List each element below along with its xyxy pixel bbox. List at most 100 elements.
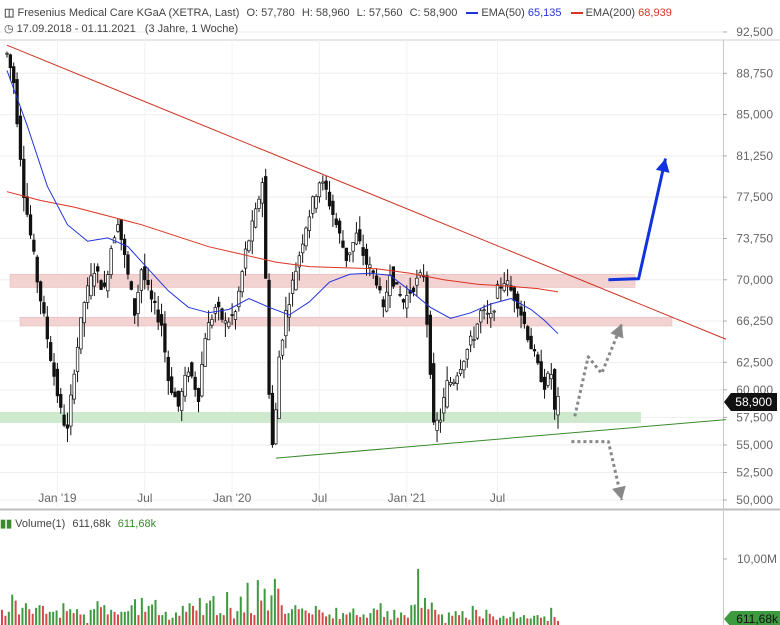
candle-body bbox=[243, 248, 248, 269]
volume-bar bbox=[157, 615, 160, 625]
volume-bar bbox=[454, 611, 457, 625]
candle-body bbox=[153, 300, 157, 304]
candle-body bbox=[106, 274, 110, 292]
candle-body bbox=[52, 362, 56, 377]
candle-body bbox=[253, 208, 258, 228]
time-tick-label: Jul bbox=[137, 491, 152, 505]
volume-bar bbox=[342, 613, 345, 625]
candle-body bbox=[354, 232, 359, 245]
candle-body bbox=[398, 294, 402, 296]
volume-bar bbox=[488, 613, 491, 625]
volume-bar bbox=[144, 611, 147, 625]
ema50-swatch bbox=[466, 12, 479, 15]
candle-body bbox=[79, 317, 83, 350]
chart-header: ◫ Fresenius Medical Care KGaA (XETRA, La… bbox=[0, 0, 780, 38]
volume-bar bbox=[181, 605, 184, 625]
candle-body bbox=[472, 339, 476, 341]
volume-bar bbox=[103, 605, 106, 625]
ema50-value: 65,135 bbox=[527, 7, 562, 19]
candle-body bbox=[304, 227, 308, 247]
candle-body bbox=[512, 287, 516, 302]
volume-bar bbox=[1, 609, 3, 625]
volume-bar bbox=[543, 616, 546, 625]
instrument-title: Fresenius Medical Care KGaA (XETRA, Last… bbox=[17, 7, 240, 19]
candle-body bbox=[509, 285, 513, 291]
ema-lines bbox=[6, 70, 559, 335]
candle-body bbox=[458, 369, 463, 374]
volume-bar bbox=[355, 615, 358, 625]
candle-body bbox=[116, 224, 120, 232]
volume-value: 611,68k bbox=[72, 518, 111, 530]
volume-bar bbox=[270, 595, 273, 625]
candle-body bbox=[341, 240, 345, 248]
candle-body bbox=[55, 368, 60, 397]
candle-body bbox=[267, 279, 271, 395]
candle-body bbox=[28, 214, 33, 236]
volume-header: ▮▮ Volume(1) 611,68k 611,68k bbox=[0, 517, 156, 530]
candle-body bbox=[136, 292, 140, 314]
candle-body bbox=[159, 314, 164, 326]
volume-bar bbox=[444, 623, 447, 625]
bullish-scenario-arrow bbox=[608, 158, 667, 282]
chart-type-icon: ◫ bbox=[4, 7, 15, 19]
candle-body bbox=[240, 271, 244, 293]
volume-axis: 10,00M 611,68k bbox=[723, 552, 780, 625]
price-axis: 92,500 88,750 85,000 81,250 77,500 73,750 70,0… bbox=[723, 25, 777, 507]
volume-bar bbox=[62, 603, 65, 625]
candle-body bbox=[264, 176, 268, 279]
volume-bar bbox=[65, 611, 68, 625]
volume-bar bbox=[256, 580, 259, 625]
price-tick-label: 88,750 bbox=[736, 66, 773, 80]
volume-bar bbox=[311, 614, 314, 625]
volume-bar bbox=[99, 607, 102, 625]
volume-bar bbox=[321, 612, 324, 625]
volume-bar bbox=[28, 609, 31, 625]
volume-bar bbox=[437, 614, 440, 625]
candle-body bbox=[163, 323, 167, 353]
volume-bar bbox=[345, 614, 348, 625]
volume-bar bbox=[400, 612, 403, 625]
candle-body bbox=[247, 240, 251, 252]
candle-body bbox=[378, 285, 382, 291]
clock-icon: ◷ bbox=[4, 23, 14, 35]
candle-body bbox=[401, 299, 406, 303]
volume-bar bbox=[96, 601, 99, 625]
ema200-value: 68,939 bbox=[638, 7, 672, 19]
price-tick-label: 66,250 bbox=[736, 314, 773, 328]
volume-bar bbox=[250, 613, 253, 625]
volume-bar bbox=[338, 619, 341, 625]
volume-bar bbox=[495, 619, 498, 625]
volume-bar bbox=[140, 597, 143, 625]
volume-bar bbox=[301, 608, 304, 625]
arrow-head bbox=[655, 158, 670, 173]
volume-bar bbox=[174, 612, 177, 625]
trendline bbox=[6, 44, 727, 340]
volume-bar bbox=[188, 603, 191, 625]
candle-body bbox=[82, 302, 86, 324]
candle-body bbox=[314, 196, 318, 209]
volume-bar bbox=[195, 610, 198, 625]
volume-bar bbox=[509, 617, 512, 625]
volume-bar bbox=[413, 604, 416, 625]
volume-bar bbox=[430, 602, 433, 625]
candle-body bbox=[492, 310, 496, 313]
candle-body bbox=[38, 281, 43, 302]
candle-body bbox=[294, 270, 298, 291]
candle-body bbox=[327, 191, 332, 207]
candle-body bbox=[455, 375, 459, 384]
date-range: 17.09.2018 - 01.11.2021 bbox=[16, 23, 136, 35]
candle-body bbox=[374, 275, 379, 286]
volume-bar bbox=[41, 605, 44, 625]
candle-body bbox=[556, 395, 560, 416]
volume-bar bbox=[154, 599, 157, 625]
candle-body bbox=[65, 424, 70, 429]
candle-body bbox=[442, 397, 446, 414]
ohlc-close: C: 58,900 bbox=[409, 7, 458, 19]
candle-body bbox=[25, 196, 29, 215]
candle-body bbox=[102, 282, 107, 287]
candle-body bbox=[391, 266, 396, 287]
candle-body bbox=[119, 219, 123, 240]
date-range-line: ◷ 17.09.2018 - 01.11.2021 (3 Jahre, 1 Wo… bbox=[4, 22, 238, 35]
candle-body bbox=[213, 307, 217, 314]
